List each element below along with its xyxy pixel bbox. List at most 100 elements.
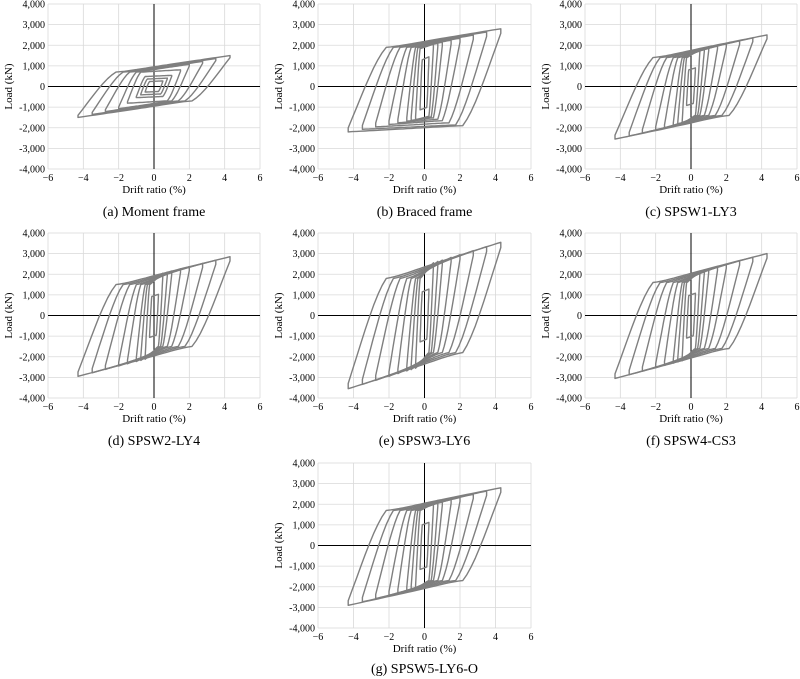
x-tick-label: 2 — [458, 173, 463, 184]
x-tick-label: 0 — [422, 402, 427, 413]
y-tick-label: -3,000 — [19, 373, 45, 384]
y-tick-label: 2,000 — [23, 270, 46, 281]
x-axis-title: Drift ratio (%) — [122, 184, 186, 196]
panel-caption: (d) SPSW2-LY4 — [108, 434, 200, 449]
y-tick-label: 2,000 — [293, 41, 316, 52]
x-tick-label: 4 — [493, 632, 498, 643]
x-tick-label: 0 — [152, 402, 157, 413]
panel-caption: (f) SPSW4-CS3 — [646, 434, 736, 449]
y-tick-label: 4,000 — [293, 229, 316, 240]
y-tick-label: -1,000 — [19, 332, 45, 343]
hysteresis-loop — [419, 288, 430, 343]
hysteresis-loop — [118, 63, 190, 110]
x-tick-label: −4 — [78, 402, 89, 413]
x-tick-label: −4 — [348, 173, 359, 184]
y-axis-title: Load (kN) — [273, 292, 285, 338]
y-tick-label: -2,000 — [289, 582, 315, 593]
y-tick-label: -1,000 — [19, 103, 45, 114]
x-tick-label: 6 — [529, 402, 534, 413]
hysteresis-loop — [614, 252, 768, 380]
y-axis-title: Load (kN) — [3, 63, 15, 109]
x-tick-label: 4 — [493, 402, 498, 413]
y-tick-label: 2,000 — [560, 270, 583, 281]
chart-panel-e: −6 −4 −2 0 2 4 6 4,000 3,000 2,000 1,000 0 -1,000 -2,… — [273, 229, 534, 450]
hysteresis-loop — [91, 57, 217, 116]
x-tick-label: −4 — [348, 402, 359, 413]
y-tick-label: 1,000 — [23, 290, 46, 301]
y-tick-label: 0 — [310, 541, 315, 552]
y-tick-label: -1,000 — [289, 332, 315, 343]
y-tick-label: 3,000 — [293, 20, 316, 31]
hysteresis-loop — [419, 56, 430, 111]
x-tick-label: 6 — [529, 173, 534, 184]
x-axis-title: Drift ratio (%) — [393, 184, 457, 196]
x-tick-label: −4 — [615, 402, 626, 413]
y-axis-title: Load (kN) — [273, 63, 285, 109]
x-axis-title: Drift ratio (%) — [393, 413, 457, 425]
y-tick-label: -3,000 — [289, 144, 315, 155]
y-tick-label: 3,000 — [560, 20, 583, 31]
hysteresis-loop — [77, 54, 231, 119]
hysteresis-loop — [375, 34, 474, 128]
hysteresis-loop — [135, 74, 173, 99]
x-tick-label: −2 — [384, 402, 395, 413]
y-tick-label: -3,000 — [19, 144, 45, 155]
y-tick-label: 0 — [310, 82, 315, 93]
x-tick-label: 4 — [222, 402, 227, 413]
y-tick-label: 0 — [577, 82, 582, 93]
hysteresis-loop — [361, 31, 488, 130]
hysteresis-loop — [614, 34, 768, 140]
x-tick-label: 4 — [493, 173, 498, 184]
y-tick-label: 1,000 — [560, 61, 583, 72]
hysteresis-loop — [140, 77, 168, 96]
x-tick-label: 0 — [152, 173, 157, 184]
y-tick-label: -2,000 — [19, 123, 45, 134]
x-tick-label: 2 — [458, 632, 463, 643]
y-tick-label: 1,000 — [23, 61, 46, 72]
y-tick-label: -4,000 — [556, 165, 582, 176]
y-tick-label: -3,000 — [556, 373, 582, 384]
hysteresis-loop — [685, 292, 697, 339]
chart-panel-a: −6 −4 −2 0 2 4 6 4,000 3,000 2,000 1,000 0 -1,000 -2,… — [3, 0, 263, 220]
chart-panel-g: −6 −4 −2 0 2 4 6 4,000 3,000 2,000 1,000 0 -1,000 -2,… — [273, 459, 534, 678]
y-tick-label: 1,000 — [560, 290, 583, 301]
y-tick-label: 0 — [40, 82, 45, 93]
y-tick-label: 2,000 — [23, 41, 46, 52]
x-tick-label: −4 — [615, 173, 626, 184]
x-tick-label: −2 — [650, 402, 661, 413]
x-tick-label: −6 — [43, 402, 54, 413]
x-tick-label: −4 — [348, 632, 359, 643]
x-axis-title: Drift ratio (%) — [122, 413, 186, 425]
y-axis-title: Load (kN) — [3, 292, 15, 338]
y-tick-label: -3,000 — [289, 603, 315, 614]
hysteresis-loop — [347, 241, 502, 390]
x-axis-title: Drift ratio (%) — [393, 643, 457, 655]
x-tick-label: 0 — [422, 173, 427, 184]
y-tick-label: -2,000 — [289, 123, 315, 134]
y-axis-title: Load (kN) — [540, 63, 552, 109]
y-tick-label: -2,000 — [289, 352, 315, 363]
y-tick-label: -4,000 — [289, 624, 315, 635]
y-tick-label: -4,000 — [289, 394, 315, 405]
hysteresis-loop — [685, 67, 697, 107]
y-tick-label: 0 — [310, 311, 315, 322]
x-tick-label: −2 — [384, 173, 395, 184]
y-tick-label: 4,000 — [23, 229, 46, 240]
x-tick-label: 2 — [724, 173, 729, 184]
x-tick-label: −4 — [78, 173, 89, 184]
chart-panel-b: −6 −4 −2 0 2 4 6 4,000 3,000 2,000 1,000 0 -1,000 -2,… — [273, 0, 534, 220]
y-axis-title: Load (kN) — [273, 522, 285, 568]
x-tick-label: −6 — [313, 402, 324, 413]
x-tick-label: 2 — [187, 402, 192, 413]
y-tick-label: 2,000 — [293, 500, 316, 511]
x-tick-label: 0 — [689, 402, 694, 413]
x-tick-label: 4 — [759, 173, 764, 184]
hysteresis-loop — [104, 60, 204, 113]
hysteresis-loop — [347, 28, 502, 133]
y-axis-title: Load (kN) — [540, 292, 552, 338]
chart-panel-f: −6 −4 −2 0 2 4 6 4,000 3,000 2,000 1,000 0 -1,000 -2,… — [540, 229, 800, 450]
x-tick-label: 6 — [795, 173, 800, 184]
y-tick-label: 4,000 — [293, 459, 316, 470]
hysteresis-loop — [388, 37, 461, 126]
